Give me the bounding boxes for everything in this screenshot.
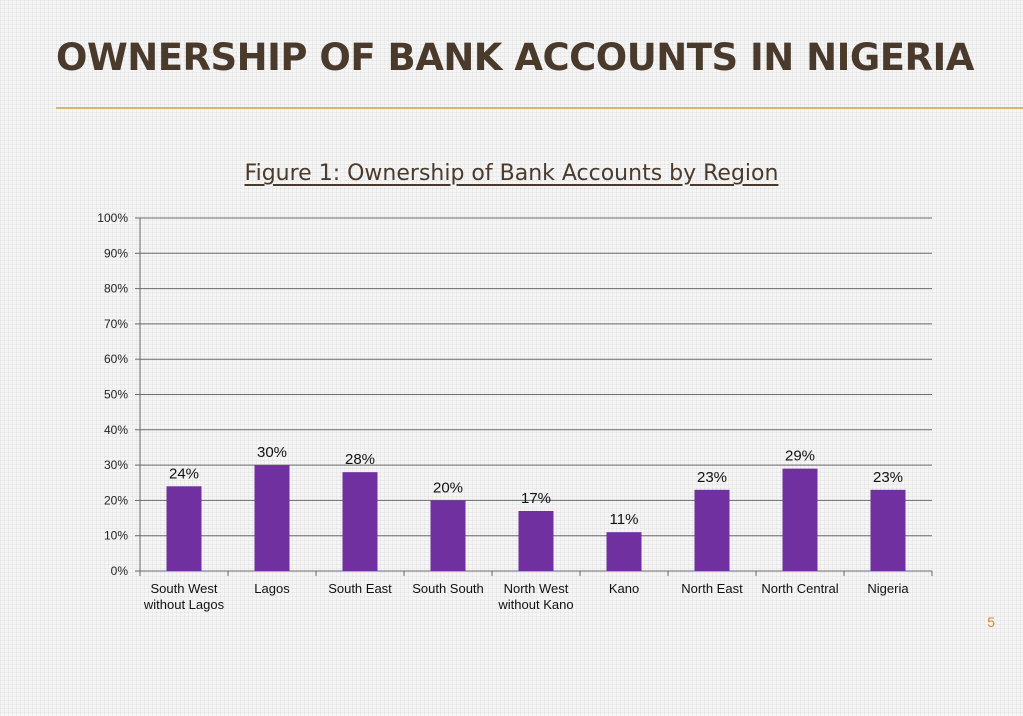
- category-label: Kano: [609, 581, 639, 596]
- y-tick-label: 50%: [104, 388, 128, 402]
- title-divider: [56, 107, 1023, 109]
- data-label: 11%: [610, 511, 639, 528]
- y-tick-label: 60%: [104, 352, 128, 366]
- data-label: 30%: [257, 444, 287, 461]
- bar: [166, 486, 202, 571]
- bar: [694, 489, 730, 571]
- bar: [430, 500, 466, 571]
- bar: [782, 468, 818, 571]
- category-label: Nigeria: [867, 581, 909, 596]
- slide-title: OWNERSHIP OF BANK ACCOUNTS IN NIGERIA: [56, 36, 974, 79]
- bar: [254, 465, 290, 571]
- category-label: Lagos: [254, 581, 290, 596]
- data-label: 28%: [345, 451, 375, 468]
- chart-title: Figure 1: Ownership of Bank Accounts by …: [244, 161, 779, 186]
- bar: [342, 472, 378, 571]
- data-label: 17%: [521, 490, 551, 507]
- y-tick-label: 90%: [104, 246, 128, 260]
- category-label: South South: [412, 581, 484, 596]
- bar: [870, 489, 906, 571]
- category-label: South East: [328, 581, 392, 596]
- y-tick-label: 70%: [104, 317, 128, 331]
- bar: [606, 532, 642, 571]
- y-tick-label: 40%: [104, 423, 128, 437]
- y-tick-label: 0%: [111, 564, 129, 578]
- y-tick-label: 30%: [104, 458, 128, 472]
- category-label: South West: [151, 581, 218, 596]
- data-label: 24%: [169, 465, 199, 482]
- data-label: 23%: [873, 469, 903, 486]
- y-tick-label: 10%: [104, 529, 128, 543]
- y-tick-label: 100%: [97, 211, 128, 225]
- category-label: North West: [504, 581, 569, 596]
- category-label: North East: [681, 581, 743, 596]
- page-number: 5: [987, 614, 995, 630]
- data-label: 23%: [697, 469, 727, 486]
- y-tick-label: 20%: [104, 493, 128, 507]
- data-label: 20%: [433, 479, 463, 496]
- data-label: 29%: [785, 448, 815, 465]
- category-label: without Lagos: [143, 597, 225, 612]
- category-label: without Kano: [497, 597, 573, 612]
- category-label: North Central: [761, 581, 838, 596]
- bar: [518, 510, 554, 571]
- y-tick-label: 80%: [104, 282, 128, 296]
